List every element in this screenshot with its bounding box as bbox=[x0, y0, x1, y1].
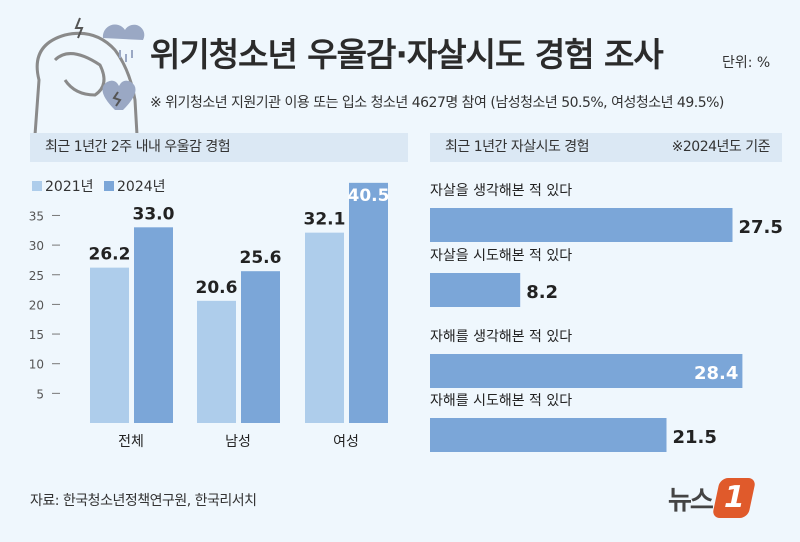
depressed-person-illustration-icon bbox=[33, 17, 145, 135]
legend-2024: 2024년 bbox=[104, 176, 166, 196]
y-tick-label: 30 bbox=[29, 239, 44, 253]
bar-2021년-남성 bbox=[197, 300, 236, 423]
bar-2024년-전체 bbox=[134, 227, 173, 423]
category-label: 남성 bbox=[225, 434, 251, 450]
y-tick-label: 35 bbox=[29, 209, 44, 223]
hbar-value-label: 27.5 bbox=[739, 217, 783, 238]
value-label: 40.5 bbox=[348, 186, 390, 206]
bar-2021년-여성 bbox=[305, 232, 344, 423]
logo-text: 뉴스 bbox=[668, 485, 714, 516]
hbar-2 bbox=[430, 354, 743, 388]
survey-note: ※ 위기청소년 지원기관 이용 또는 입소 청소년 4627명 참여 (남성청소… bbox=[150, 95, 724, 111]
bar-2024년-여성 bbox=[349, 182, 388, 423]
value-label: 26.2 bbox=[89, 245, 131, 265]
y-tick-label: 25 bbox=[29, 269, 44, 283]
category-label: 전체 bbox=[118, 434, 144, 450]
bar-2021년-전체 bbox=[90, 267, 129, 423]
y-tick-label: 15 bbox=[29, 328, 44, 342]
value-label: 20.6 bbox=[196, 278, 238, 298]
suicide-bar-chart: 자살을 생각해본 적 있다 27.5 자살을 시도해본 적 있다 8.2 자해를 생각해… bbox=[430, 183, 783, 452]
hbar-value-label: 21.5 bbox=[673, 427, 717, 448]
legend-label-2024: 2024년 bbox=[117, 179, 166, 195]
depression-section-header: 최근 1년간 2주 내내 우울감 경험 bbox=[30, 133, 408, 162]
hbar-category-label: 자해를 생각해본 적 있다 bbox=[430, 329, 572, 345]
hbar-category-label: 자살을 시도해본 적 있다 bbox=[430, 248, 572, 264]
unit-label: 단위: % bbox=[722, 55, 771, 71]
legend-2021: 2021년 bbox=[32, 176, 94, 196]
hbar-0 bbox=[430, 208, 733, 242]
logo-one: 1 bbox=[711, 478, 757, 518]
value-label: 32.1 bbox=[304, 210, 346, 230]
value-label: 33.0 bbox=[133, 204, 175, 224]
hbar-category-label: 자살을 생각해본 적 있다 bbox=[430, 183, 572, 199]
hbar-value-label: 28.4 bbox=[694, 363, 738, 384]
y-tick-label: 20 bbox=[29, 298, 44, 312]
hbar-value-label: 8.2 bbox=[526, 282, 558, 303]
bar-2024년-남성 bbox=[241, 271, 280, 423]
news1-logo: 뉴스 1 bbox=[668, 478, 757, 518]
legend-label-2021: 2021년 bbox=[45, 179, 94, 195]
depression-bar-chart: 5 10 15 20 25 30 35 26.2 33.0 전체 20.625.6 남성 32.140.… bbox=[29, 182, 390, 450]
depression-chart-title: 최근 1년간 2주 내내 우울감 경험 bbox=[45, 139, 231, 155]
y-tick-label: 5 bbox=[36, 387, 44, 401]
source-text: 자료: 한국청소년정책연구원, 한국리서치 bbox=[30, 493, 257, 509]
value-label-bg bbox=[351, 183, 386, 204]
hbar-3 bbox=[430, 418, 667, 452]
value-label: 25.6 bbox=[240, 248, 282, 268]
legend-swatch-2024 bbox=[104, 181, 114, 191]
y-tick-label: 10 bbox=[29, 358, 44, 372]
page-title: 위기청소년 우울감·자살시도 경험 조사 bbox=[150, 35, 664, 74]
suicide-chart-title: 최근 1년간 자살시도 경험 bbox=[445, 139, 590, 155]
hbar-category-label: 자해를 시도해본 적 있다 bbox=[430, 393, 572, 409]
suicide-section-header: 최근 1년간 자살시도 경험 ※2024년도 기준 bbox=[430, 133, 782, 162]
category-label: 여성 bbox=[333, 434, 359, 450]
hbar-1 bbox=[430, 273, 521, 307]
legend-swatch-2021 bbox=[32, 181, 42, 191]
suicide-chart-note: ※2024년도 기준 bbox=[671, 139, 771, 155]
